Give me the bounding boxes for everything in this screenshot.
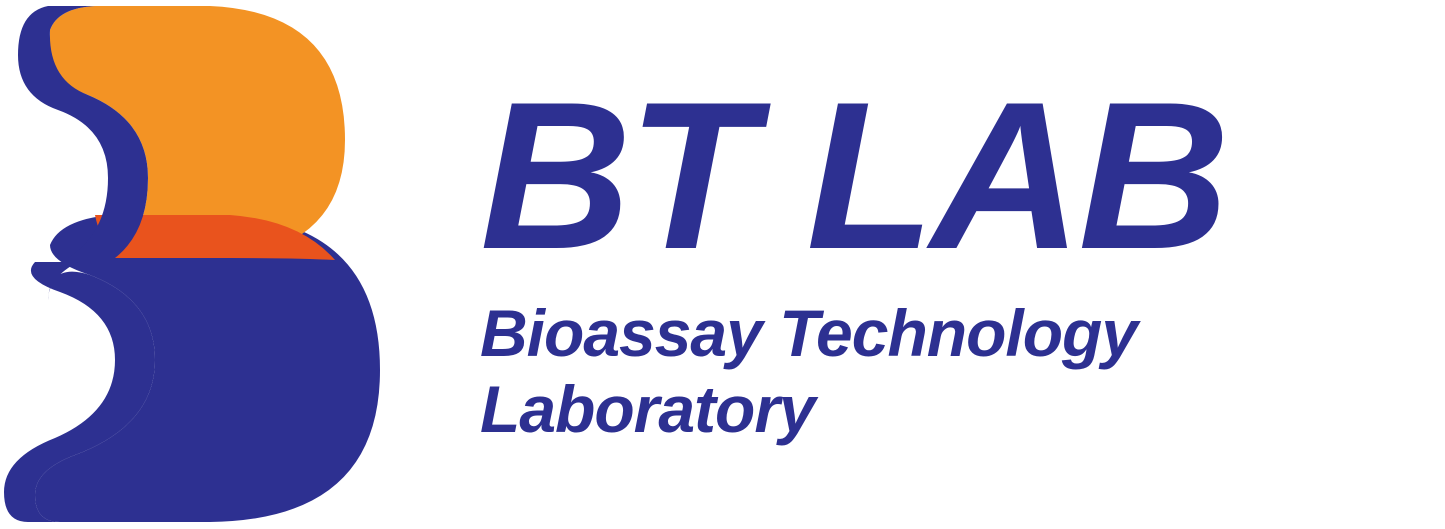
tagline-line-1: Bioassay Technology (480, 296, 1226, 372)
logo-mark (0, 0, 410, 524)
brand-name: BT LAB (480, 76, 1226, 276)
logo-container: BT LAB Bioassay Technology Laboratory (0, 0, 1445, 524)
tagline-line-2: Laboratory (480, 372, 1226, 448)
brand-tagline: Bioassay Technology Laboratory (480, 296, 1226, 448)
logo-text-block: BT LAB Bioassay Technology Laboratory (480, 76, 1226, 447)
logo-b-icon (0, 0, 410, 524)
